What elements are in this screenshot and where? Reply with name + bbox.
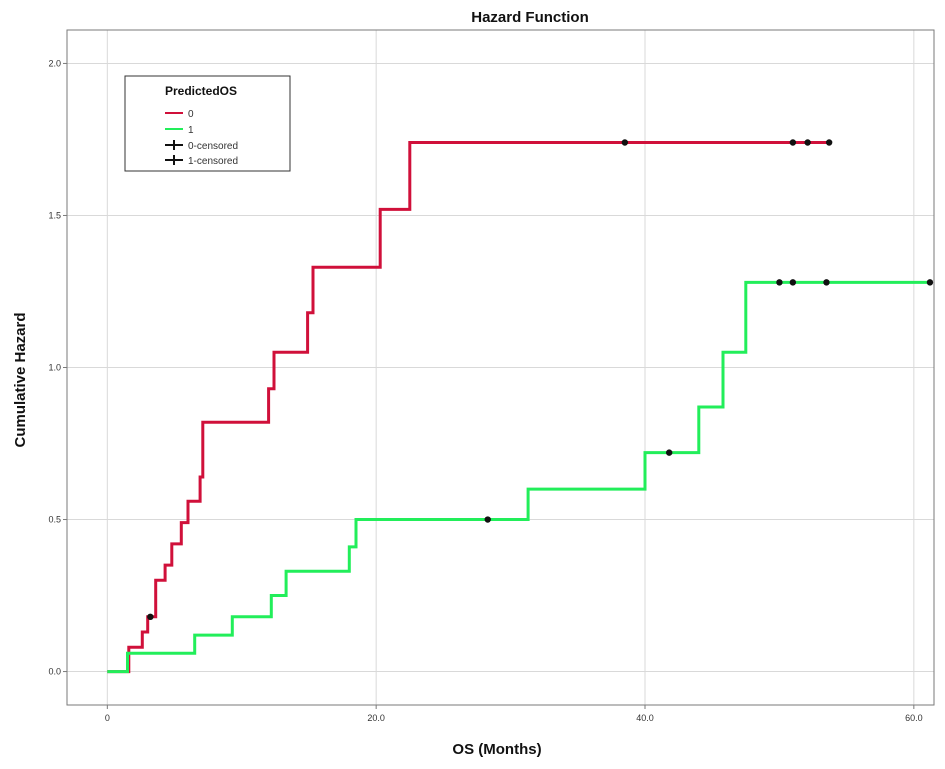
y-tick-label: 0.5 — [48, 515, 61, 525]
y-axis-label: Cumulative Hazard — [12, 312, 29, 447]
series-layer — [107, 141, 930, 674]
censor-mark-0 — [825, 139, 833, 146]
censor-mark-1 — [776, 279, 783, 286]
censor-mark-0 — [804, 139, 811, 146]
x-tick-label: 60.0 — [905, 713, 923, 723]
y-tick-label: 0.0 — [48, 667, 61, 677]
x-tick-label: 40.0 — [636, 713, 654, 723]
censor-mark-0 — [789, 139, 797, 146]
series-line-0 — [107, 141, 830, 674]
chart-title: Hazard Function — [471, 9, 589, 26]
legend-label-0: 0 — [188, 109, 194, 120]
tick-layer: 0 20.0 40.0 60.0 0.0 0.5 1.0 1.5 2.0 — [48, 58, 922, 723]
censor-mark-1 — [926, 279, 934, 286]
x-tick-label: 20.0 — [367, 713, 385, 723]
censor-layer — [147, 139, 934, 621]
censor-mark-1 — [789, 279, 797, 286]
y-tick-label: 1.0 — [48, 363, 61, 373]
legend: PredictedOS 0 1 0-censored 1-censored — [124, 75, 291, 172]
legend-box — [124, 75, 291, 172]
legend-label-3: 1-censored — [188, 156, 238, 167]
censor-mark-1 — [823, 279, 830, 286]
censor-mark-1 — [665, 449, 673, 456]
legend-label-1: 1 — [188, 125, 194, 136]
legend-label-2: 0-censored — [188, 141, 238, 152]
legend-title: PredictedOS — [165, 84, 237, 98]
censor-mark-1 — [484, 516, 491, 523]
x-tick-label: 0 — [105, 713, 110, 723]
y-tick-label: 1.5 — [48, 210, 61, 220]
x-axis-label: OS (Months) — [452, 741, 541, 758]
censor-mark-0 — [621, 139, 629, 146]
series-line-1 — [107, 280, 930, 674]
censor-mark-0 — [147, 613, 154, 621]
y-tick-label: 2.0 — [48, 58, 61, 68]
